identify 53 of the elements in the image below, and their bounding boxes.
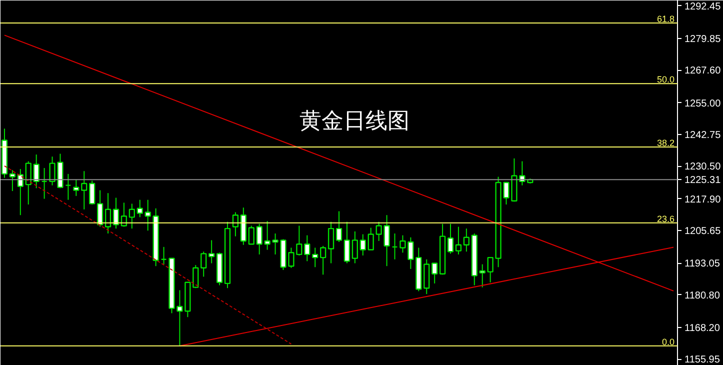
y-tick-label: 1168.20 [684, 322, 720, 334]
candlestick [208, 240, 215, 264]
candlestick [136, 199, 143, 218]
candlestick [463, 228, 470, 252]
candlestick [104, 192, 112, 234]
ref-line-label: 1225.31 [684, 175, 722, 186]
candlestick [81, 170, 88, 210]
candlestick [73, 179, 80, 196]
candlestick [112, 197, 120, 230]
candlestick [65, 173, 72, 200]
candlestick [128, 203, 135, 230]
candlestick [33, 154, 40, 189]
candlestick [312, 247, 318, 268]
candlestick [336, 210, 342, 243]
candlestick [424, 258, 430, 295]
candlestick [455, 226, 462, 255]
y-tick-label: 1267.60 [684, 66, 722, 77]
y-tick-label: 1279.85 [684, 34, 722, 45]
y-tick-label: 1180.80 [684, 290, 720, 302]
annotation: 61.8 [656, 14, 675, 24]
candlestick [89, 180, 96, 205]
candlestick [248, 225, 254, 245]
candlestick [352, 230, 358, 264]
annotation: 0.0 [662, 336, 675, 347]
candlestick [304, 234, 310, 262]
candlestick [9, 170, 16, 192]
candlestick [447, 223, 454, 254]
candlestick [344, 221, 350, 264]
annotation: 23.6 [656, 214, 675, 224]
y-tick-label: 1230.50 [684, 162, 722, 173]
y-tick-label: 1217.90 [684, 194, 722, 206]
y-tick-label: 1193.05 [684, 258, 720, 270]
candlestick [432, 262, 438, 284]
candlestick [200, 251, 207, 278]
y-tick-label: 1242.75 [684, 130, 722, 141]
text: 黄金日线图 [300, 108, 410, 133]
candlestick [96, 190, 104, 228]
candlestick [232, 212, 239, 237]
candlestick [160, 246, 167, 265]
annotation: 38.2 [656, 138, 675, 148]
candlestick [360, 234, 366, 256]
candlestick [479, 264, 486, 288]
candlestick [25, 160, 32, 205]
annotation: 50.0 [656, 74, 675, 85]
candlestick [328, 221, 334, 264]
candlestick [41, 167, 48, 200]
candlestick [320, 245, 326, 276]
y-tick-label: 1255.00 [684, 98, 722, 110]
y-tick-label: 1205.65 [684, 226, 722, 237]
candlestick [368, 227, 374, 250]
y-tick-label: 1155.95 [684, 354, 720, 365]
y-tick-label: 1292.45 [684, 1, 722, 12]
candlestick [392, 232, 398, 260]
